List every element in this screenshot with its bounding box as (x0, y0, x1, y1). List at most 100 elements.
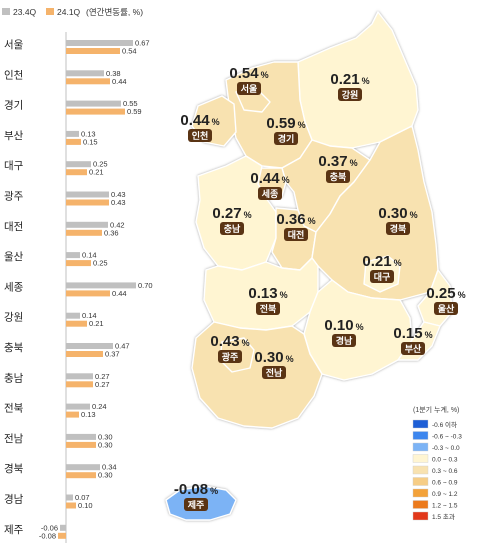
map-badge-daegu (370, 270, 394, 283)
bar-23-4q (66, 130, 79, 137)
map-legend-label: -0.3 ~ 0.0 (432, 445, 460, 452)
map-value-chungbuk: 0.37% (318, 153, 357, 170)
map-badge-gyeonggi (274, 132, 298, 145)
region-gyeongbuk (311, 125, 439, 301)
bar-24-1q (66, 108, 125, 115)
category-label: 경남 (4, 493, 24, 506)
map-value-daejeon: 0.36% (276, 211, 315, 228)
map-value-seoul: 0.54% (229, 65, 268, 82)
bar-23-4q (66, 191, 109, 198)
bar-24-1q (66, 351, 103, 357)
bar-23-4q (66, 282, 136, 289)
category-label: 대전 (4, 221, 23, 233)
bar-value-label: 0.30 (98, 440, 113, 449)
bar-24-1q (66, 169, 87, 176)
map-value-gyeongnam: 0.10% (324, 317, 363, 334)
bar-value-label: 0.30 (98, 471, 113, 480)
map-legend-items: -0.6 이하 -0.6 ~ -0.3 -0.3 ~ 0.0 0.0 ~ 0.3 0.3… (412, 419, 462, 521)
bar-24-1q (66, 502, 76, 509)
map-legend-swatch (412, 500, 429, 509)
legend-swatch-24-1q (46, 8, 54, 15)
bar-value-label: 0.24 (92, 402, 107, 411)
bar-24-1q (66, 260, 91, 267)
map-value-jeonnam: 0.30% (254, 349, 293, 366)
map-legend-swatch (412, 419, 429, 429)
map-legend: (1분기 누계, %) -0.6 이하 -0.6 ~ -0.3 -0.3 ~ 0.0… (412, 405, 462, 521)
bar-value-label: 0.37 (105, 350, 120, 359)
bar-value-label: 0.34 (102, 463, 117, 472)
bar-value-label: 0.67 (135, 39, 150, 48)
map-region-name-daejeon: 대전 (288, 229, 305, 240)
category-label: 전남 (4, 433, 24, 445)
map-region-name-sejong: 세종 (262, 188, 279, 199)
map-value-incheon: 0.44% (180, 112, 219, 129)
bar-24-1q (66, 472, 96, 479)
map-legend-title: (1분기 누계, %) (413, 405, 459, 414)
bar-value-label: 0.70 (138, 281, 153, 290)
category-label: 강원 (4, 312, 23, 324)
map-badge-jeonnam (262, 366, 286, 379)
map-legend-swatch (412, 488, 429, 498)
bar-value-label: 0.54 (122, 47, 137, 56)
map-badge-busan (401, 342, 425, 355)
map-legend-swatch (412, 454, 429, 463)
bar-23-4q (66, 494, 73, 501)
bar-23-4q (66, 464, 100, 471)
bar-23-4q (66, 403, 90, 410)
map-region-name-gwangju: 광주 (222, 351, 239, 362)
map-badge-sejong (258, 187, 282, 200)
category-label: 경북 (4, 462, 24, 475)
map-legend-swatch (412, 465, 429, 475)
bar-value-label: 0.47 (115, 342, 130, 351)
map-region-name-jeju: 제주 (188, 499, 205, 510)
map-legend-label: 1.5 초과 (432, 512, 455, 521)
bar-23-4q (66, 221, 108, 228)
map-value-sejong: 0.44% (250, 170, 289, 187)
bar-value-label: 0.13 (81, 129, 96, 138)
bar-value-label: 0.10 (78, 501, 93, 510)
map-region-name-gyeongnam: 경남 (336, 335, 353, 346)
bar-value-label: 0.38 (106, 69, 121, 78)
bar-23-4q (66, 40, 133, 46)
bar-value-label: 0.25 (93, 160, 108, 169)
map-region-name-seoul: 서울 (241, 83, 258, 94)
bar-value-label: 0.43 (111, 198, 126, 207)
map-value-chungnam: 0.27% (212, 205, 251, 222)
bar-value-label: 0.14 (82, 311, 97, 320)
bar-value-label: 0.55 (123, 99, 138, 108)
map-legend-swatch (412, 511, 429, 521)
bar-legend: 23.4Q 24.1Q (연간변동률, %) (2, 7, 143, 17)
map-badge-ulsan (434, 302, 458, 315)
map-region-name-busan: 부산 (405, 343, 422, 354)
map-legend-swatch (412, 477, 429, 486)
bar-24-1q (66, 138, 81, 145)
bar-value-label: 0.44 (112, 289, 127, 298)
bar-value-label: 0.15 (83, 137, 98, 146)
category-label: 부산 (4, 130, 24, 142)
map-region-name-incheon: 인천 (192, 131, 209, 141)
map-legend-label: 0.9 ~ 1.2 (432, 491, 458, 498)
bar-value-label: 0.59 (127, 107, 142, 116)
bar-value-label: 0.13 (81, 410, 96, 419)
legend-label-23-4q: 23.4Q (13, 7, 37, 17)
bar-value-label: -0.08 (39, 531, 56, 540)
map-legend-swatch (412, 442, 429, 452)
bar-value-label: -0.06 (41, 523, 58, 532)
map-region-name-ulsan: 울산 (438, 303, 455, 314)
bar-24-1q (66, 290, 110, 297)
bar-24-1q (66, 48, 120, 54)
category-label: 전북 (4, 403, 24, 415)
map-value-gyeonggi: 0.59% (266, 115, 305, 132)
bar-23-4q (66, 100, 121, 107)
map-value-busan: 0.15% (393, 325, 432, 342)
map-badge-jeonbuk (256, 302, 280, 315)
map-region-name-daegu: 대구 (374, 271, 391, 282)
bar-value-label: 0.30 (98, 432, 113, 441)
map-badge-gangwon (338, 88, 362, 101)
category-label: 충남 (4, 372, 24, 384)
bar-24-1q (66, 320, 87, 327)
category-label: 서울 (4, 39, 24, 51)
map-legend-label: 0.0 ~ 0.3 (432, 457, 458, 464)
map-value-gangwon: 0.21% (330, 71, 369, 88)
